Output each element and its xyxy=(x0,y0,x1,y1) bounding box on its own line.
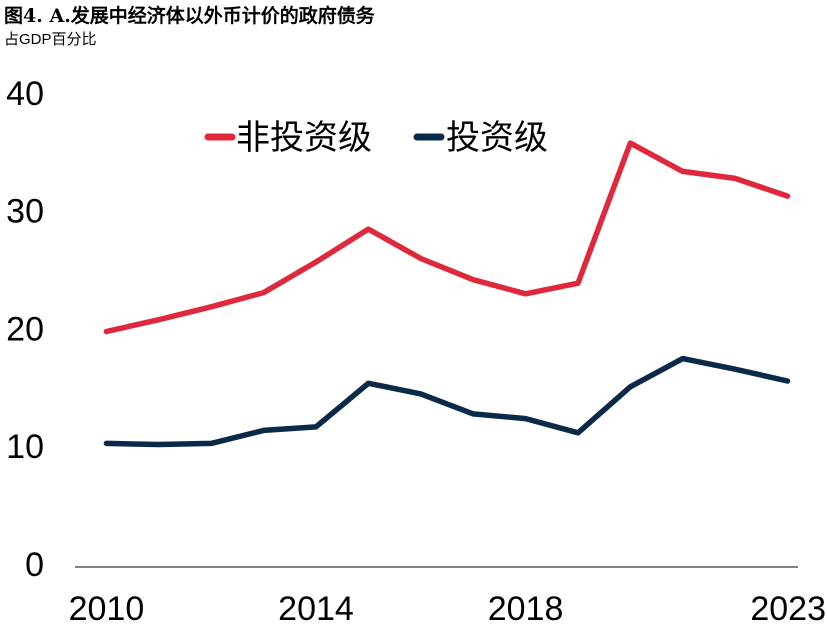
axes: 0 10 20 30 40 2010 2014 2018 2023 xyxy=(6,75,826,628)
chart-subtitle: 占GDP百分比 xyxy=(4,31,97,48)
y-tick-label: 20 xyxy=(6,310,44,348)
chart-title: 图4. A.发展中经济体以外币计价的政府债务 xyxy=(4,5,375,27)
chart-title-block: 图4. A.发展中经济体以外币计价的政府债务 占GDP百分比 xyxy=(4,4,375,50)
x-tick-label: 2010 xyxy=(69,590,145,628)
x-tick-label: 2014 xyxy=(278,590,354,628)
y-tick-label: 0 xyxy=(25,546,44,584)
series-line-investment-grade xyxy=(103,355,791,448)
legend-label: 投资级 xyxy=(446,118,548,158)
y-tick-label: 40 xyxy=(6,75,44,113)
x-tick-label: 2023 xyxy=(750,590,826,628)
y-tick-label: 30 xyxy=(6,193,44,231)
series-lines xyxy=(103,140,791,448)
y-tick-label: 10 xyxy=(6,428,44,466)
legend-label: 非投资级 xyxy=(236,118,372,158)
x-tick-label: 2018 xyxy=(488,590,564,628)
series-line-non-investment-grade xyxy=(103,140,791,335)
legend: 非投资级 投资级 xyxy=(204,118,548,158)
